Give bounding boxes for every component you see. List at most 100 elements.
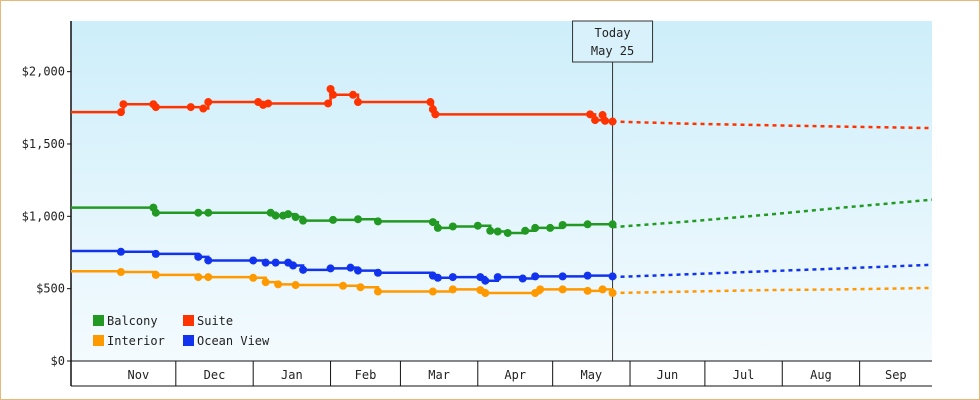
forecast-line-interior bbox=[612, 286, 933, 295]
data-point-suite bbox=[431, 110, 440, 119]
legend-swatch bbox=[183, 315, 194, 326]
data-point-interior bbox=[249, 273, 258, 282]
legend-label: Interior bbox=[107, 334, 165, 348]
y-tick-label: $1,000 bbox=[22, 209, 65, 223]
data-point-ocean-view bbox=[299, 265, 308, 274]
data-point-suite bbox=[116, 108, 125, 117]
today-marker: Today May 25 bbox=[572, 20, 654, 361]
data-point-interior bbox=[274, 280, 283, 289]
data-point-ocean-view bbox=[289, 261, 298, 270]
data-point-interior bbox=[598, 285, 607, 294]
data-point-suite bbox=[204, 98, 213, 107]
plot-area bbox=[71, 21, 932, 361]
data-point-interior bbox=[204, 273, 213, 282]
data-point-interior bbox=[536, 285, 545, 294]
data-point-ocean-view bbox=[558, 272, 567, 281]
data-point-suite bbox=[264, 99, 273, 108]
data-point-ocean-view bbox=[261, 258, 270, 267]
data-point-balcony bbox=[473, 221, 482, 230]
data-point-interior bbox=[291, 281, 300, 290]
data-point-suite bbox=[426, 98, 435, 107]
data-point-suite bbox=[199, 104, 208, 113]
x-tick-label: Sep bbox=[885, 368, 907, 382]
data-point-interior bbox=[481, 289, 490, 297]
series-ocean-view bbox=[71, 247, 933, 285]
x-tick-label: Mar bbox=[428, 368, 450, 382]
data-point-ocean-view bbox=[583, 271, 592, 280]
x-tick-label: Jun bbox=[657, 368, 679, 382]
today-label-box bbox=[572, 20, 654, 63]
data-point-balcony bbox=[204, 208, 213, 217]
data-point-ocean-view bbox=[448, 273, 457, 282]
forecast-line-balcony bbox=[612, 198, 933, 229]
data-point-ocean-view bbox=[354, 266, 362, 275]
x-tick-label: Jan bbox=[281, 368, 303, 382]
data-point-balcony bbox=[546, 223, 555, 232]
data-point-interior bbox=[194, 273, 203, 282]
data-point-ocean-view bbox=[204, 256, 213, 265]
data-point-balcony bbox=[448, 222, 457, 231]
data-point-interior bbox=[261, 278, 270, 287]
data-point-suite bbox=[591, 116, 600, 125]
x-tick-label: Apr bbox=[504, 368, 526, 382]
data-point-suite bbox=[601, 116, 610, 125]
data-point-balcony bbox=[493, 227, 502, 236]
x-axis: Nov Dec Jan Feb Mar Apr May Jun Jul Aug Sep bbox=[71, 360, 932, 387]
data-point-ocean-view bbox=[151, 249, 160, 258]
data-point-ocean-view bbox=[481, 276, 490, 285]
legend-label: Suite bbox=[197, 314, 233, 328]
series-interior bbox=[71, 268, 933, 297]
data-point-interior bbox=[151, 270, 160, 279]
data-point-balcony bbox=[194, 208, 203, 217]
y-tick-label: $0 bbox=[51, 354, 65, 368]
y-tick-label: $1,500 bbox=[22, 137, 65, 151]
data-point-ocean-view bbox=[531, 272, 540, 281]
series-suite bbox=[71, 85, 933, 130]
data-point-interior bbox=[428, 287, 437, 296]
x-tick-label: Jul bbox=[733, 368, 755, 382]
data-point-balcony bbox=[521, 226, 530, 235]
today-date: May 25 bbox=[591, 44, 634, 58]
data-point-ocean-view bbox=[373, 268, 382, 277]
data-point-balcony bbox=[151, 208, 160, 217]
y-tick-label: $500 bbox=[36, 282, 65, 296]
data-point-interior bbox=[448, 285, 457, 294]
data-point-ocean-view bbox=[194, 252, 203, 261]
data-point-balcony bbox=[284, 210, 293, 219]
data-point-balcony bbox=[583, 220, 592, 229]
legend-swatch bbox=[93, 315, 104, 326]
data-point-balcony bbox=[558, 221, 567, 229]
data-point-balcony bbox=[329, 215, 338, 224]
data-point-balcony bbox=[354, 215, 362, 224]
data-point-balcony bbox=[503, 228, 512, 237]
data-point-ocean-view bbox=[493, 273, 502, 282]
data-point-balcony bbox=[433, 223, 442, 232]
x-tick-label: May bbox=[580, 368, 602, 382]
data-point-balcony bbox=[291, 213, 300, 222]
data-point-ocean-view bbox=[116, 247, 125, 256]
data-point-ocean-view bbox=[249, 256, 258, 265]
data-point-balcony bbox=[531, 223, 540, 232]
data-point-suite bbox=[324, 99, 333, 108]
data-point-suite bbox=[329, 90, 338, 99]
series-balcony bbox=[71, 198, 933, 237]
data-point-balcony bbox=[428, 218, 437, 227]
forecast-line-ocean-view bbox=[612, 263, 933, 279]
data-point-suite bbox=[119, 100, 128, 109]
data-point-interior bbox=[558, 285, 567, 294]
data-point-balcony bbox=[486, 226, 495, 235]
legend-label: Balcony bbox=[107, 314, 158, 328]
data-point-balcony bbox=[271, 211, 280, 220]
x-tick-label: Feb bbox=[355, 368, 377, 382]
data-point-interior bbox=[339, 281, 348, 290]
today-label: Today bbox=[594, 26, 630, 40]
data-point-suite bbox=[354, 98, 362, 107]
data-point-balcony bbox=[299, 216, 308, 225]
legend-swatch bbox=[93, 335, 104, 346]
data-point-interior bbox=[373, 287, 382, 296]
data-point-ocean-view bbox=[433, 273, 442, 282]
data-point-ocean-view bbox=[271, 258, 280, 267]
data-point-interior bbox=[356, 283, 365, 292]
data-point-suite bbox=[349, 90, 358, 99]
